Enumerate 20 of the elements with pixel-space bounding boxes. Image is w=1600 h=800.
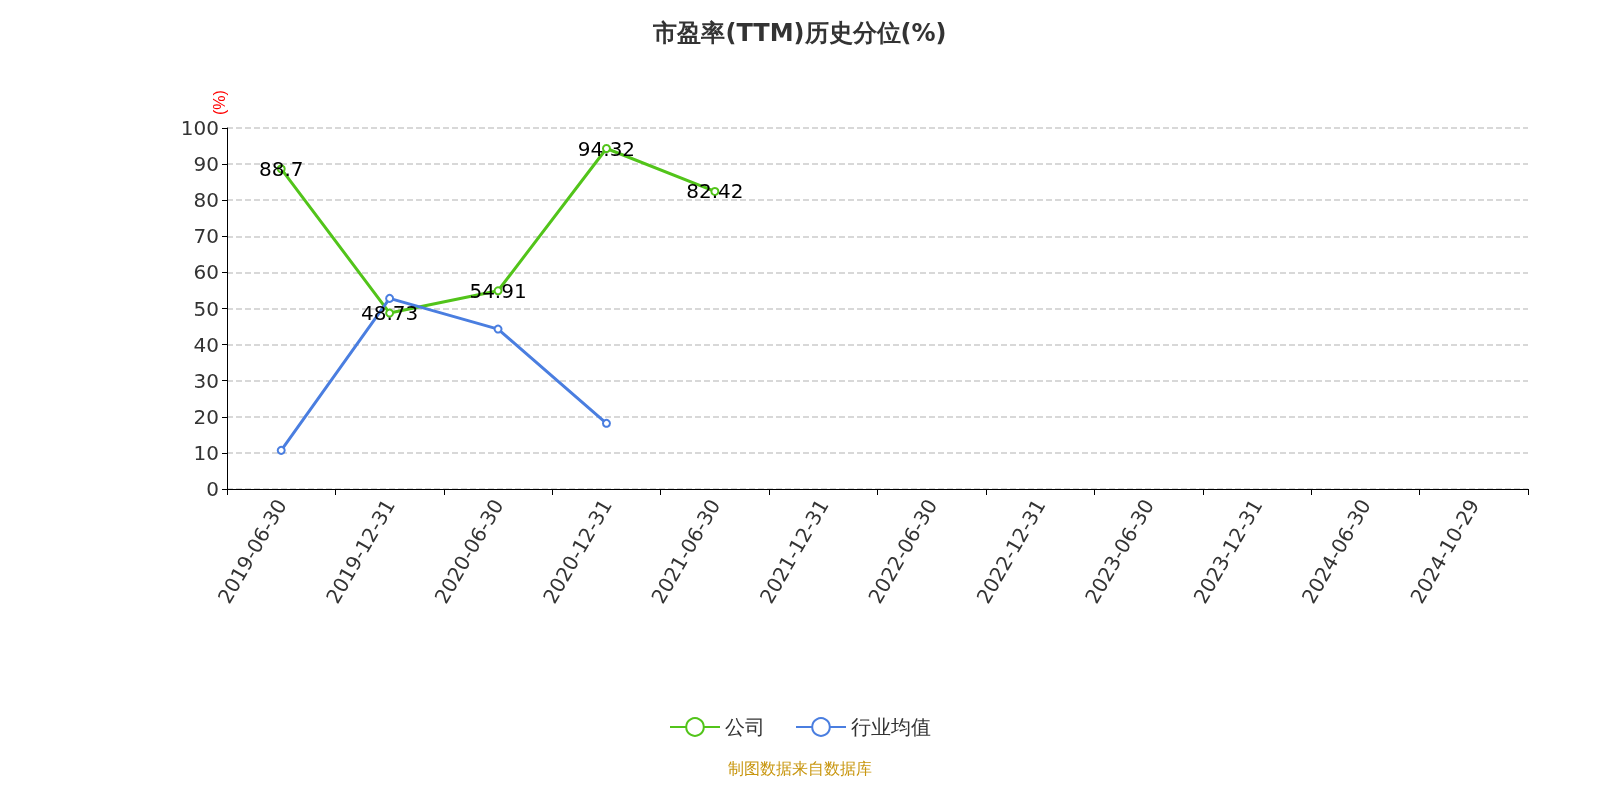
point (493, 324, 503, 334)
point (385, 293, 395, 303)
y-tick-label: 60 (193, 260, 219, 285)
y-tick-label: 50 (193, 296, 219, 321)
y-tick-label: 90 (193, 152, 219, 177)
y-tick-label: 0 (206, 477, 219, 501)
y-tick-label: 20 (193, 404, 219, 429)
point (276, 445, 286, 455)
y-axis-title: (%) (210, 90, 228, 116)
text: 制图数据来自数据库 (728, 758, 872, 778)
y-tick-label: 100 (180, 116, 219, 140)
chart-title: 市盈率(TTM)历史分位(%) (652, 19, 947, 47)
point (601, 418, 611, 428)
y-tick-label: 30 (193, 368, 219, 393)
y-tick-label: 40 (193, 332, 219, 357)
y-tick-label: 70 (193, 224, 219, 249)
legend-label: 公司 (725, 715, 765, 739)
y-tick-label: 80 (193, 188, 219, 213)
y-tick-label: 10 (193, 440, 219, 465)
legend-label: 行业均值 (851, 715, 931, 739)
